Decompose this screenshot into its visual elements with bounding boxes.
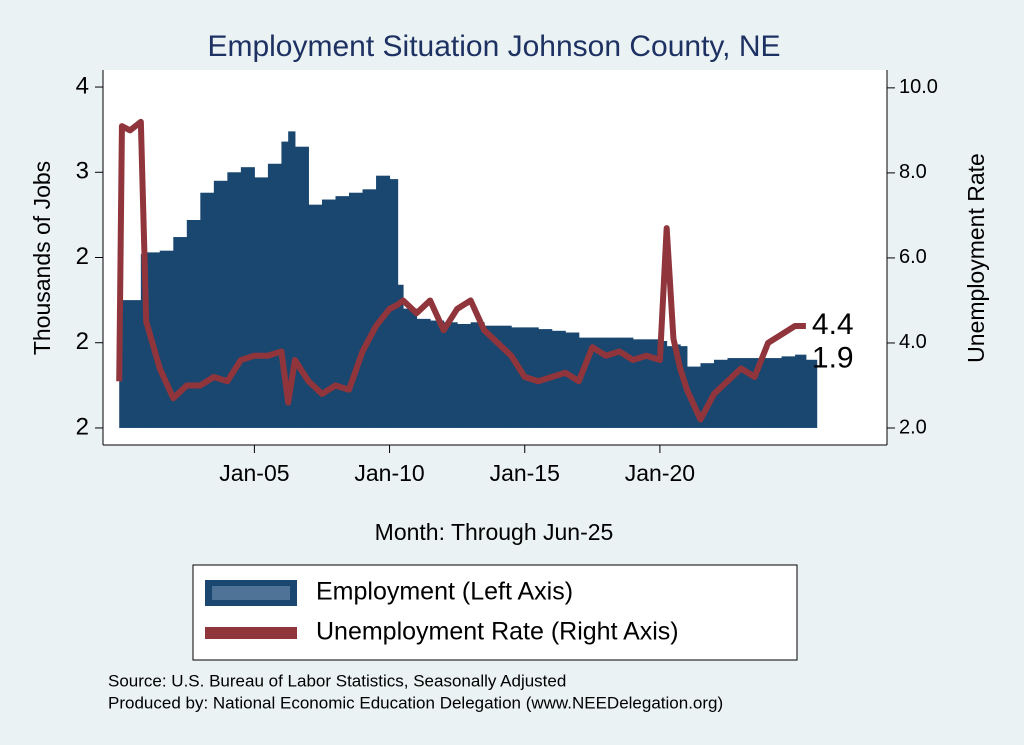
employment-bar <box>713 359 728 428</box>
employment-bar <box>335 196 350 428</box>
employment-bar <box>376 175 391 428</box>
y2-tick-label: 4.0 <box>899 331 927 353</box>
employment-bar <box>605 337 620 428</box>
employment-bar <box>281 141 289 428</box>
y2-tick-label: 2.0 <box>899 416 927 438</box>
y-axis-title: Thousands of Jobs <box>29 161 55 355</box>
producer-note: Produced by: National Economic Education… <box>108 693 723 712</box>
chart-title: Employment Situation Johnson County, NE <box>207 30 780 63</box>
x-tick-label: Jan-10 <box>354 460 424 486</box>
end-value-label: 1.9 <box>812 342 854 375</box>
employment-bar <box>227 172 242 428</box>
employment-bar <box>768 358 783 428</box>
y-tick-label: 2 <box>76 328 89 355</box>
employment-bar <box>254 177 269 428</box>
employment-bar <box>484 325 499 428</box>
employment-bar <box>130 300 142 428</box>
employment-bar <box>213 180 228 428</box>
legend-swatch <box>205 627 297 639</box>
y2-tick-label: 8.0 <box>899 161 927 183</box>
x-tick-label: Jan-05 <box>219 460 289 486</box>
employment-bar <box>121 300 131 428</box>
y-tick-label: 2 <box>76 413 89 440</box>
employment-bar <box>457 323 472 428</box>
x-axis-title: Month: Through Jun-25 <box>375 519 614 545</box>
employment-bar <box>362 189 377 428</box>
employment-bar <box>186 220 201 428</box>
employment-bar <box>470 322 485 428</box>
end-value-label: 4.4 <box>812 308 854 341</box>
employment-bar <box>511 327 526 428</box>
employment-bar <box>673 344 681 428</box>
employment-bar <box>173 237 188 428</box>
employment-bar <box>321 199 336 428</box>
employment-bar <box>240 167 255 428</box>
unemployment-line <box>116 118 806 423</box>
employment-bar <box>659 341 668 428</box>
employment-bar <box>592 337 607 428</box>
legend-label: Unemployment Rate (Right Axis) <box>316 618 679 646</box>
y2-tick-label: 6.0 <box>899 246 927 268</box>
employment-bar <box>403 308 418 428</box>
employment-bar <box>443 322 458 428</box>
employment-bar <box>430 320 445 428</box>
y-tick-label: 2 <box>76 243 89 270</box>
employment-bar <box>288 131 296 428</box>
employment-bar <box>200 192 215 428</box>
y-tick-label: 3 <box>76 158 89 185</box>
employment-bar <box>551 330 566 428</box>
employment-bar <box>308 204 323 428</box>
x-tick-label: Jan-15 <box>490 460 560 486</box>
legend-swatch-inner <box>212 586 290 600</box>
y-tick-label: 4 <box>76 72 89 99</box>
employment-bar <box>159 250 174 428</box>
employment-bar <box>795 354 807 428</box>
employment-bar <box>267 163 282 428</box>
source-note: Source: U.S. Bureau of Labor Statistics,… <box>108 671 566 690</box>
employment-bar <box>416 318 431 428</box>
employment-bar <box>140 254 147 428</box>
employment-bar <box>397 284 404 428</box>
employment-bar <box>294 146 309 428</box>
employment-bar <box>632 339 647 428</box>
employment-bar <box>805 359 818 428</box>
x-tick-label: Jan-20 <box>625 460 695 486</box>
y2-axis-title: Unemployment Rate <box>963 153 989 363</box>
employment-bar <box>666 346 674 428</box>
legend-label: Employment (Left Axis) <box>316 578 573 606</box>
employment-bar <box>349 192 364 428</box>
y2-tick-label: 10.0 <box>899 76 938 98</box>
employment-bar <box>781 356 796 428</box>
